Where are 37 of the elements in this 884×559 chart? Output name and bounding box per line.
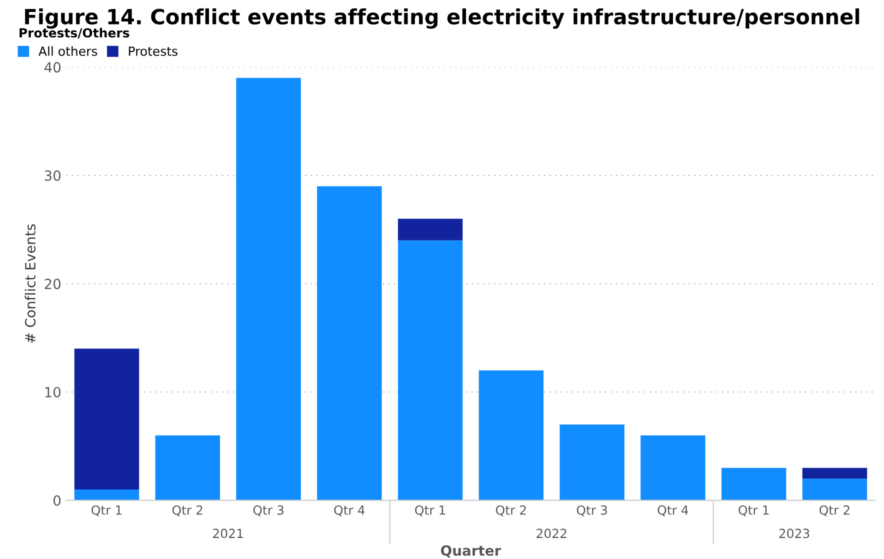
x-tick-label: Qtr 4	[334, 505, 365, 516]
y-axis-title: # Conflict Events	[24, 224, 36, 343]
x-tick-label: Qtr 2	[172, 505, 202, 516]
x-tick-label: Qtr 2	[820, 505, 850, 516]
bar	[721, 468, 786, 500]
bar	[317, 186, 382, 500]
bar	[74, 348, 140, 490]
legend-label: All others	[38, 46, 98, 56]
bar	[74, 489, 140, 500]
x-tick-label: Qtr 3	[253, 505, 284, 516]
x-tick-label: Qtr 1	[92, 505, 122, 516]
bar	[640, 435, 706, 500]
bar	[560, 424, 624, 500]
x-tick-label: Qtr 4	[658, 505, 688, 516]
y-tick-label: 10	[45, 386, 61, 398]
bar	[478, 370, 544, 500]
legend-title: Protests/Others	[20, 28, 130, 39]
bar	[236, 78, 301, 500]
x-tick-label: Qtr 1	[738, 505, 769, 516]
bar	[398, 218, 463, 240]
chart-title: Figure 14. Conflict events affecting electricity infrastructure/personnel	[25, 8, 860, 29]
y-tick-label: 0	[54, 495, 61, 506]
legend-label: Protests	[128, 46, 178, 56]
y-tick-label: 40	[44, 62, 61, 73]
bar	[155, 435, 220, 500]
x-tick-label: Qtr 2	[496, 505, 526, 516]
x-tick-label: Qtr 3	[576, 505, 607, 516]
text: 2023	[779, 528, 810, 538]
text: 2022	[536, 528, 566, 538]
bar	[802, 478, 868, 500]
y-tick-label: 30	[44, 170, 61, 181]
x-axis-title: Quarter	[441, 545, 502, 558]
bar	[802, 468, 868, 479]
x-tick-label: Qtr 1	[415, 505, 446, 516]
text: 2021	[213, 528, 243, 538]
bar	[398, 240, 463, 500]
y-tick-label: 20	[44, 278, 61, 290]
